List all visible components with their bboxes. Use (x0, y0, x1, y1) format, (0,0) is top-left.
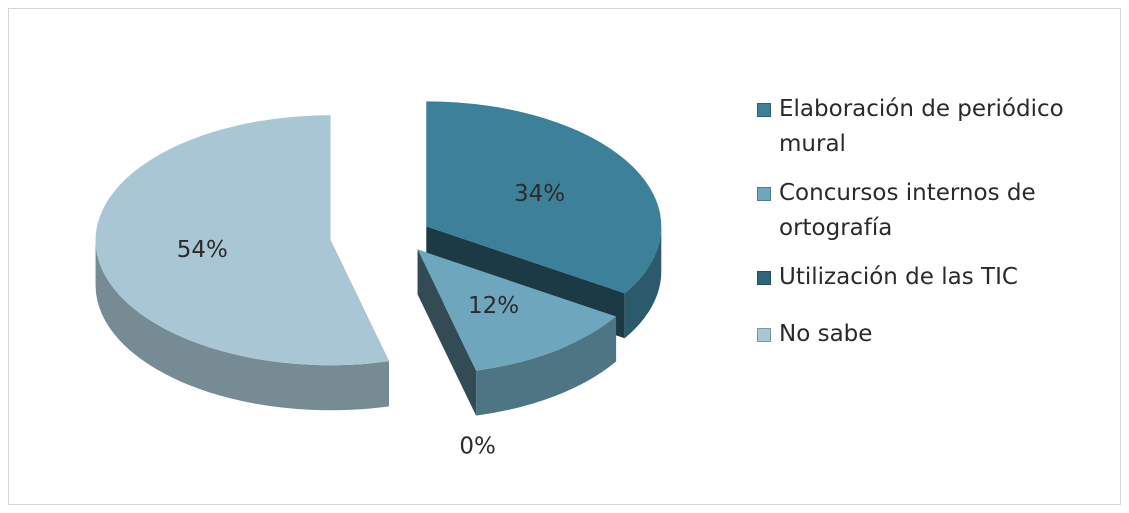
pie-data-labels: 34% 12% 0% 54% (177, 181, 565, 459)
slice-side-wall (417, 249, 477, 416)
legend-swatch (757, 328, 771, 342)
pie-slices (95, 101, 662, 416)
legend-label: No sabe (779, 321, 873, 347)
slice-top (426, 101, 662, 294)
legend-swatch (757, 271, 771, 285)
data-label-no-sabe: 54% (177, 237, 228, 263)
legend-swatch (757, 187, 771, 201)
slice-rim (95, 240, 389, 411)
slice-rim (624, 226, 662, 339)
legend-label: Utilización de las TIC (779, 264, 1018, 290)
legend-item-no-sabe: No sabe (757, 317, 1117, 352)
slice-top (95, 115, 389, 366)
slice-no-sabe (95, 115, 389, 411)
legend: Elaboración de periódico mural Concursos… (757, 92, 1117, 366)
data-label-concursos-ortografia: 12% (468, 293, 519, 319)
slice-rim (476, 316, 617, 416)
legend-swatch (757, 103, 771, 117)
legend-item-periodico-mural: Elaboración de periódico mural (757, 92, 1117, 162)
data-label-periodico-mural: 34% (514, 181, 565, 207)
slice-concursos-ortografia (417, 249, 617, 416)
legend-item-concursos-ortografia: Concursos internos de ortografía (757, 176, 1117, 246)
legend-label: Concursos internos de ortografía (779, 180, 1036, 241)
data-label-utilizacion-tic: 0% (459, 433, 496, 459)
slice-top (417, 249, 617, 371)
legend-item-utilizacion-tic: Utilización de las TIC (757, 260, 1117, 295)
legend-label: Elaboración de periódico mural (779, 96, 1064, 157)
